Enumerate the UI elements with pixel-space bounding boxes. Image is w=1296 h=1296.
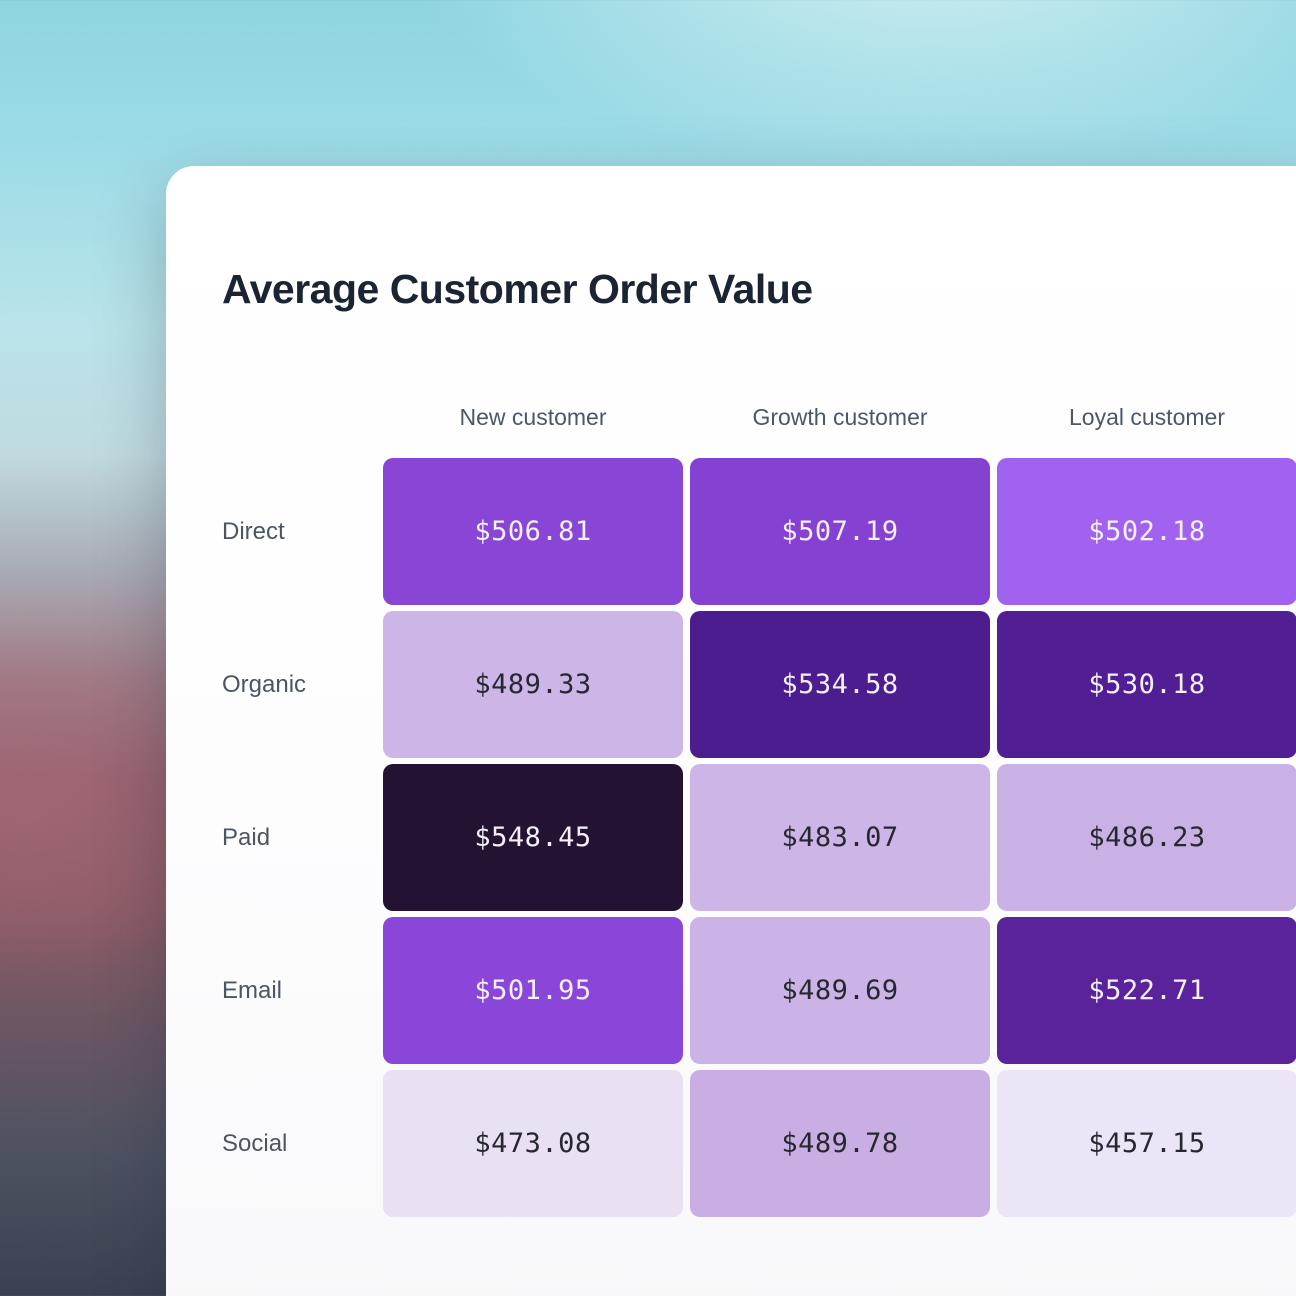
heatmap-cell-social-loyal[interactable]: $457.15	[997, 1070, 1296, 1217]
header-spacer	[222, 382, 376, 452]
heatmap-cell-direct-new[interactable]: $506.81	[383, 458, 683, 605]
heatmap-cell-paid-growth[interactable]: $483.07	[690, 764, 990, 911]
row-label-direct: Direct	[222, 517, 285, 545]
heatmap-cell-direct-loyal[interactable]: $502.18	[997, 458, 1296, 605]
heatmap-cell-paid-new[interactable]: $548.45	[383, 764, 683, 911]
row-label-social: Social	[222, 1129, 288, 1157]
chart-title: Average Customer Order Value	[222, 266, 813, 312]
row-label-organic: Organic	[222, 670, 307, 698]
heatmap-cell-social-new[interactable]: $473.08	[383, 1070, 683, 1217]
heatmap-cell-organic-new[interactable]: $489.33	[383, 611, 683, 758]
chart-card: Average Customer Order Value New custome…	[166, 166, 1296, 1296]
column-header-loyal-customer: Loyal customer	[1069, 403, 1225, 430]
heatmap-cell-paid-loyal[interactable]: $486.23	[997, 764, 1296, 911]
heatmap-cell-email-loyal[interactable]: $522.71	[997, 917, 1296, 1064]
heatmap-table: New customer Growth customer Loyal custo…	[222, 382, 1296, 1217]
row-label-paid: Paid	[222, 823, 271, 851]
column-header-growth-customer: Growth customer	[752, 403, 928, 430]
column-header-new-customer: New customer	[459, 403, 607, 430]
heatmap-cell-direct-growth[interactable]: $507.19	[690, 458, 990, 605]
heatmap-cell-email-growth[interactable]: $489.69	[690, 917, 990, 1064]
heatmap-cell-organic-loyal[interactable]: $530.18	[997, 611, 1296, 758]
heatmap-cell-social-growth[interactable]: $489.78	[690, 1070, 990, 1217]
heatmap-cell-email-new[interactable]: $501.95	[383, 917, 683, 1064]
heatmap-cell-organic-growth[interactable]: $534.58	[690, 611, 990, 758]
row-label-email: Email	[222, 976, 283, 1004]
